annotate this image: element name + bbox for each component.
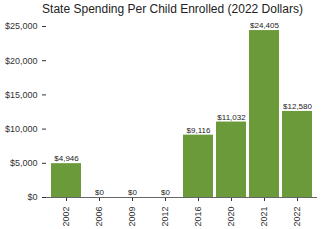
svg-text:$0: $0 bbox=[27, 192, 37, 202]
svg-text:$10,000: $10,000 bbox=[5, 124, 38, 134]
svg-text:$15,000: $15,000 bbox=[5, 90, 38, 100]
svg-text:$20,000: $20,000 bbox=[5, 56, 38, 66]
svg-text:$11,032: $11,032 bbox=[217, 113, 246, 122]
svg-text:$24,405: $24,405 bbox=[250, 21, 279, 30]
svg-text:2002: 2002 bbox=[61, 207, 71, 227]
svg-text:2006: 2006 bbox=[94, 207, 104, 227]
svg-text:$0: $0 bbox=[161, 188, 170, 197]
svg-text:$5,000: $5,000 bbox=[10, 158, 38, 168]
html-text:State Spending Per Child Enrol: State Spending Per Child Enrolled (2022 … bbox=[42, 2, 303, 16]
svg-text:2012: 2012 bbox=[160, 207, 170, 227]
svg-text:$0: $0 bbox=[128, 188, 137, 197]
svg-text:2020: 2020 bbox=[226, 207, 236, 227]
svg-text:$9,116: $9,116 bbox=[187, 126, 211, 135]
svg-text:$0: $0 bbox=[95, 188, 104, 197]
svg-text:$25,000: $25,000 bbox=[5, 21, 38, 31]
svg-text:2016: 2016 bbox=[193, 207, 203, 227]
svg-text:2022: 2022 bbox=[292, 207, 302, 227]
svg-text:2021: 2021 bbox=[259, 207, 269, 227]
svg-text:$4,946: $4,946 bbox=[54, 154, 79, 163]
svg-text:$12,580: $12,580 bbox=[283, 102, 312, 111]
svg-text:2009: 2009 bbox=[127, 207, 137, 227]
